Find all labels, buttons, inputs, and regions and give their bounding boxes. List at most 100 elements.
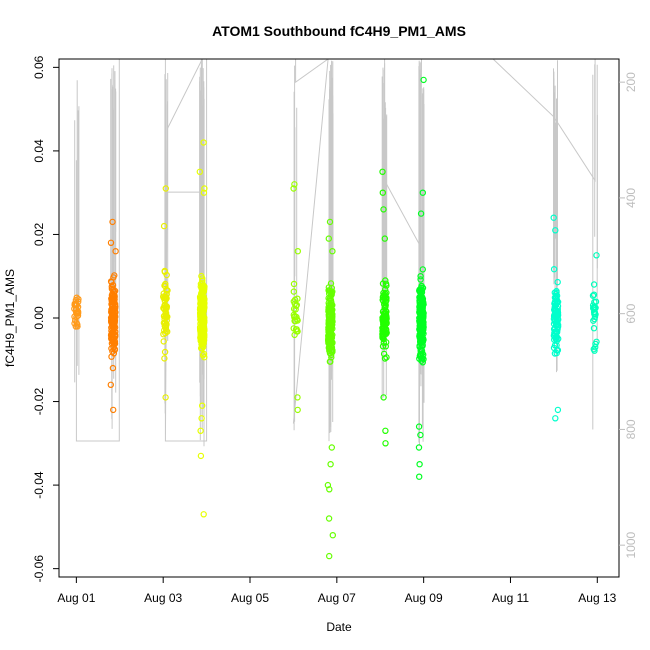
data-point [550,332,558,339]
data-point [418,357,425,364]
x-tick-label: Aug 09 [405,591,443,605]
data-points [71,76,600,560]
data-point [417,317,425,324]
x-tick-label: Aug 13 [578,591,616,605]
data-point [290,280,298,288]
data-point [200,288,208,295]
data-point [199,343,207,351]
data-point [197,330,204,338]
data-point [290,185,297,192]
data-point [75,296,82,303]
axes: Aug 01 Aug 03 Aug 05 Aug 07 Aug 09 Aug 11 Aug … [32,55,638,605]
data-point [199,277,206,284]
data-point [160,304,167,312]
data-point [200,350,208,358]
data-point [417,273,424,280]
data-point [590,281,598,288]
data-point [551,326,558,333]
data-point [382,329,389,337]
data-point [552,290,560,298]
data-point [71,317,79,324]
data-point [291,181,298,188]
data-point [107,317,115,324]
data-point [196,168,203,175]
data-point [327,320,334,327]
data-point [109,218,116,226]
data-point [419,309,426,316]
data-point [382,286,389,293]
data-point [383,282,390,289]
data-point [327,343,335,350]
data-point [74,303,82,311]
data-point [418,297,425,304]
data-point [419,266,426,273]
data-point [200,511,207,518]
data-point [593,252,600,259]
data-point [592,344,599,351]
data-point [416,461,423,468]
data-point [198,307,205,315]
data-point [107,381,115,388]
data-point [554,278,561,286]
altitude-track [74,59,598,447]
data-point [161,297,168,304]
data-point [163,291,170,298]
y-tick-label: 0.04 [32,139,46,163]
data-point [199,352,207,359]
data-point [290,305,298,313]
data-point [553,287,560,295]
data-point [418,337,425,345]
y2-tick-label: 200 [624,72,638,92]
data-point [381,235,388,242]
data-point [160,338,167,345]
data-point [550,266,558,273]
data-point [109,296,117,304]
data-point [112,247,119,255]
data-point [327,291,335,299]
data-point [162,280,169,288]
data-point [111,320,118,327]
data-point [328,336,335,343]
x-tick-label: Aug 03 [144,591,182,605]
data-point [73,294,80,301]
data-point [550,214,557,221]
data-point [111,293,118,300]
data-point [415,444,423,451]
data-point [383,354,390,361]
data-point [419,359,426,366]
data-point [197,295,205,303]
data-point [417,431,424,439]
data-point [163,321,170,328]
data-point [110,329,117,337]
data-point [72,323,80,330]
data-point [160,222,168,230]
data-point [162,394,169,401]
data-point [329,247,336,255]
data-point [590,291,598,298]
data-point [160,331,167,338]
data-point [325,235,332,242]
data-point [551,318,558,325]
data-point [379,168,386,175]
data-point [294,247,301,255]
y-tick-label: 0.00 [32,306,46,330]
y-tick-label: -0.04 [32,471,46,499]
data-point [327,461,334,468]
data-point [325,515,333,522]
data-point [197,427,204,434]
data-point [111,333,119,340]
data-point [111,345,118,353]
plot-frame [58,58,620,578]
data-point [294,394,301,401]
data-point [380,307,387,315]
data-point [161,348,169,356]
data-point [420,76,427,84]
data-point [553,349,560,357]
data-point [416,473,423,480]
data-point [417,210,425,217]
data-point [419,189,426,196]
data-point [382,427,389,434]
chart-title: ATOM1 Southbound fC4H9_PM1_AMS [212,23,466,39]
y-tick-label: -0.02 [32,388,46,416]
data-point [418,286,426,293]
